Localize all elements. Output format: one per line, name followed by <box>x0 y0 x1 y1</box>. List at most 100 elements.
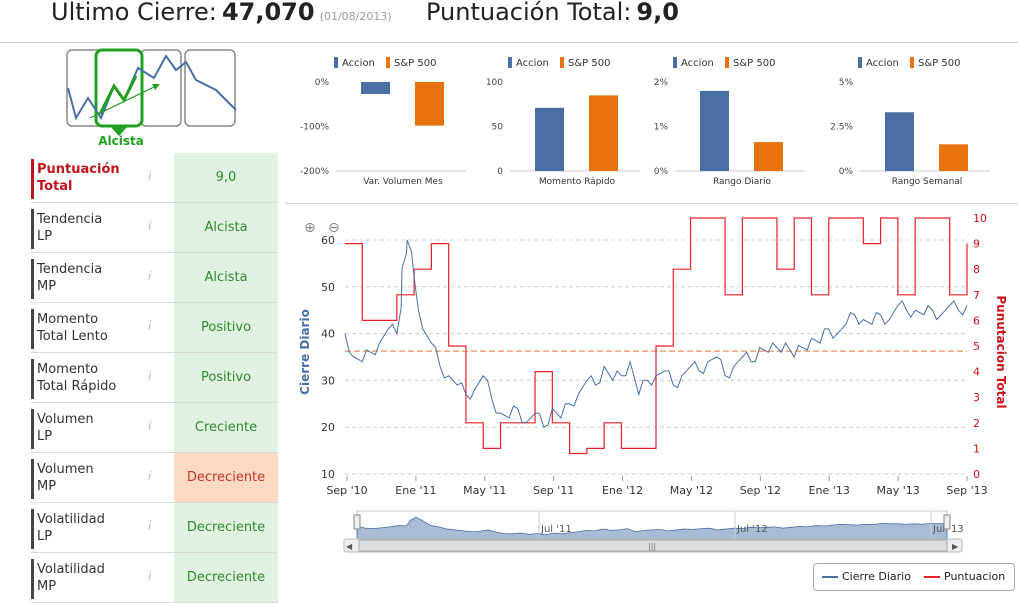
row-label-line-2: Total Rápido <box>37 379 117 394</box>
legend-sp500-swatch <box>725 57 729 68</box>
x-tick-label: Sep '10 <box>326 484 367 497</box>
row-value: Alcista <box>174 203 278 252</box>
row-value: Decreciente <box>174 453 278 502</box>
mini-chart: Accion S&P 500 0% -100% -200% Var. Volumen Me… <box>300 57 466 187</box>
x-tick-label: Sep '11 <box>533 484 574 497</box>
info-icon[interactable]: i <box>148 519 152 533</box>
x-tick-label: Sep '12 <box>740 484 781 497</box>
row-label: Volumen LP <box>37 411 94 445</box>
y-tick-label: 0% <box>839 167 854 177</box>
cierre-line <box>344 239 968 428</box>
score-row: Tendencia LP i Alcista <box>31 203 278 253</box>
navigator-chart[interactable]: Jul '11 Jul '12 Jul '13◀ ▶||| <box>343 507 965 555</box>
scroll-left-icon: ◀ <box>346 542 353 551</box>
bar-sp500 <box>415 82 444 126</box>
y-left-tick: 30 <box>321 374 335 387</box>
info-icon[interactable]: i <box>148 319 152 333</box>
puntuacion-total-header: Puntuación Total: 9,0 <box>426 0 679 26</box>
row-label-line-2: MP <box>37 479 57 494</box>
row-marker <box>31 409 34 449</box>
row-marker <box>31 209 34 249</box>
row-label: Momento Total Rápido <box>37 361 116 395</box>
y-tick-label: 5% <box>839 78 854 88</box>
legend-sp500-swatch <box>910 57 914 68</box>
scroll-right-icon: ▶ <box>952 542 959 551</box>
row-marker <box>31 159 34 199</box>
legend-sp500-label: S&P 500 <box>733 58 775 69</box>
row-marker <box>31 359 34 399</box>
info-icon[interactable]: i <box>148 569 152 583</box>
navigator-label: Jul '11 <box>540 524 572 535</box>
legend-cierre-label[interactable]: Cierre Diario <box>842 570 911 583</box>
y-tick-label: 0 <box>497 167 503 177</box>
mini-chart: Accion S&P 500 100 50 0 Momento Rápido <box>486 57 640 187</box>
bar-accion <box>700 90 729 171</box>
y-right-tick: 7 <box>973 289 980 302</box>
info-icon[interactable]: i <box>148 169 152 183</box>
legend-accion-swatch <box>508 57 512 68</box>
y-left-tick: 50 <box>321 281 335 294</box>
bar-accion <box>361 82 390 95</box>
score-row: Tendencia MP i Alcista <box>31 253 278 303</box>
x-tick-label: May '13 <box>876 484 919 497</box>
navigator-label: Jul '12 <box>736 524 768 535</box>
category-label: Rango Diario <box>713 177 772 187</box>
puntuacion-value: 9,0 <box>636 0 679 26</box>
bar-accion <box>885 112 914 171</box>
row-label-line-2: MP <box>37 279 57 294</box>
row-label-line-2: Total <box>37 179 73 194</box>
row-label-line-1: Momento <box>37 362 99 377</box>
row-value: Creciente <box>174 403 278 452</box>
legend-accion-label: Accion <box>866 58 899 69</box>
score-row: Volumen MP i Decreciente <box>31 453 278 503</box>
zoom-out-icon[interactable]: ⊖ <box>328 220 340 236</box>
zoom-in-icon[interactable]: ⊕ <box>304 220 316 236</box>
puntuacion-label: Puntuación Total: <box>426 0 632 26</box>
row-label: Tendencia LP <box>37 211 102 245</box>
y-right-tick: 10 <box>973 212 987 225</box>
info-icon[interactable]: i <box>148 419 152 433</box>
legend-sp500-label: S&P 500 <box>568 58 610 69</box>
badge-label: Alcista <box>98 134 144 148</box>
row-value: 9,0 <box>174 153 278 202</box>
row-marker <box>31 309 34 349</box>
legend-accion-swatch <box>334 57 338 68</box>
legend-accion-label: Accion <box>681 58 714 69</box>
row-label-line-1: Volumen <box>37 462 94 477</box>
y-right-tick: 1 <box>973 442 980 455</box>
legend-puntuacion-swatch <box>924 576 940 578</box>
info-icon[interactable]: i <box>148 269 152 283</box>
y-left-tick: 20 <box>321 421 335 434</box>
navigator-area <box>356 516 948 540</box>
info-icon[interactable]: i <box>148 219 152 233</box>
score-row: Puntuación Total i 9,0 <box>31 153 278 203</box>
y-right-tick: 9 <box>973 238 980 251</box>
cierre-date: (01/08/2013) <box>319 10 392 23</box>
row-label: Puntuación Total <box>37 161 120 195</box>
row-label-line-1: Tendencia <box>37 212 103 227</box>
row-label-line-2: LP <box>37 429 53 444</box>
row-value: Positivo <box>174 353 278 402</box>
row-value: Decreciente <box>174 503 278 552</box>
y-tick-label: 50 <box>492 123 504 133</box>
divider <box>285 203 1018 204</box>
legend-sp500-label: S&P 500 <box>394 58 436 69</box>
row-label: Momento Total Lento <box>37 311 108 345</box>
ultimo-cierre: Ultimo Cierre: 47,070 (01/08/2013) <box>51 0 392 26</box>
score-row: Volumen LP i Creciente <box>31 403 278 453</box>
row-label: Volatilidad LP <box>37 511 105 545</box>
y-tick-label: 2% <box>654 78 669 88</box>
bar-sp500 <box>939 144 968 171</box>
legend-cierre-swatch <box>822 576 838 578</box>
info-icon[interactable]: i <box>148 469 152 483</box>
bottom-legend: Cierre Diario Puntuacion <box>813 563 1015 591</box>
y-right-tick: 5 <box>973 340 980 353</box>
legend-puntuacion-label[interactable]: Puntuacion <box>944 570 1006 583</box>
y-tick-label: -200% <box>300 167 329 177</box>
row-label-line-2: LP <box>37 229 53 244</box>
scrollbar-thumb <box>358 539 948 552</box>
legend-sp500-swatch <box>386 57 390 68</box>
navigator-handle-left <box>353 514 361 530</box>
info-icon[interactable]: i <box>148 369 152 383</box>
legend-accion-label: Accion <box>342 58 375 69</box>
